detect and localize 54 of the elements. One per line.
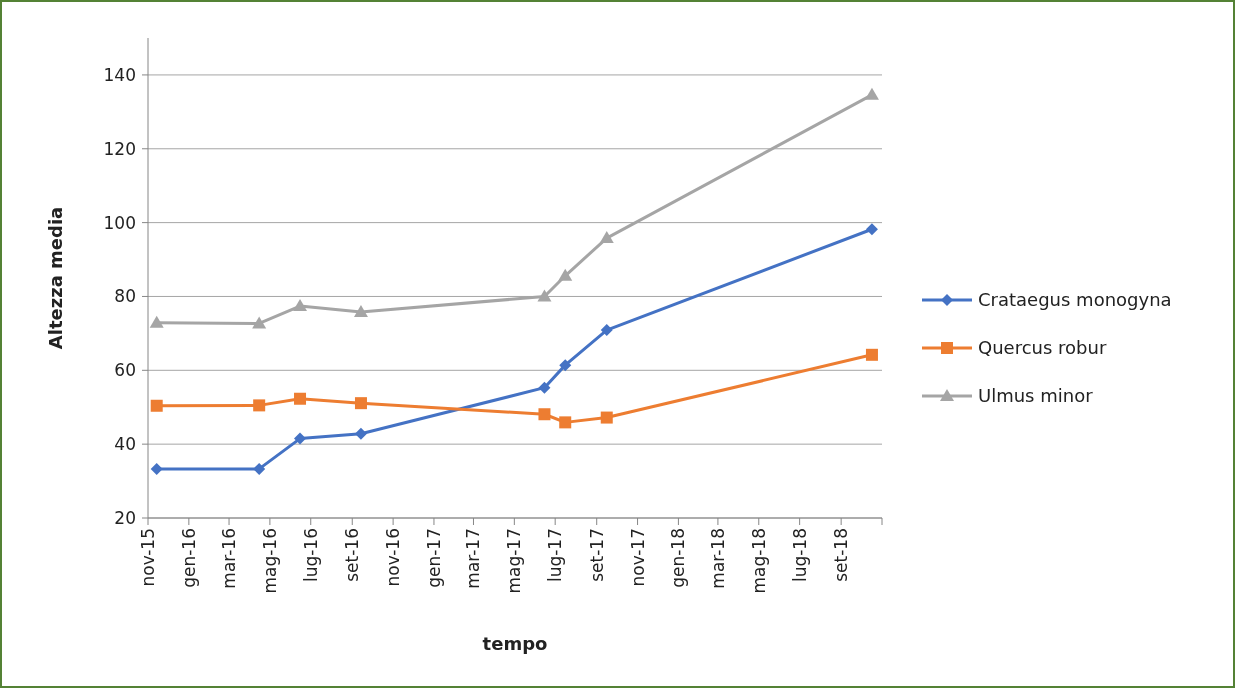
x-tick-label: gen-16 xyxy=(178,528,199,588)
x-tick-label: set-16 xyxy=(342,528,363,582)
point xyxy=(865,223,878,236)
point xyxy=(252,316,267,329)
y-tick-label: 80 xyxy=(114,286,136,307)
point xyxy=(559,359,572,372)
point xyxy=(600,411,613,424)
x-tick-label: gen-17 xyxy=(423,528,444,588)
point xyxy=(150,399,163,412)
y-tick-label: 40 xyxy=(114,434,136,455)
point xyxy=(293,299,308,312)
x-tick-label: nov-15 xyxy=(137,528,158,587)
x-tick-label: lug-18 xyxy=(789,528,810,583)
point xyxy=(253,462,266,475)
x-tick-label: set-18 xyxy=(831,528,852,582)
x-tick-label: mar-18 xyxy=(707,528,728,589)
point xyxy=(599,231,614,244)
x-tick-label: gen-18 xyxy=(668,528,689,588)
y-tick-label: 20 xyxy=(114,507,136,528)
y-tick-label: 140 xyxy=(103,64,136,85)
x-tick-label: set-17 xyxy=(586,528,607,582)
x-tick-label: mag-17 xyxy=(504,528,525,594)
point xyxy=(538,408,551,421)
point xyxy=(294,432,307,445)
y-tick-label: 120 xyxy=(103,138,136,159)
x-tick-label: mag-16 xyxy=(259,528,280,594)
point xyxy=(150,462,163,475)
x-axis-title: tempo xyxy=(482,633,548,654)
x-tick-label: mar-17 xyxy=(463,528,484,589)
legend-label: Ulmus minor xyxy=(978,385,1094,407)
x-tick-label: lug-16 xyxy=(300,528,321,583)
point xyxy=(865,348,878,361)
point xyxy=(294,392,307,405)
point xyxy=(537,289,552,302)
x-tick-label: lug-17 xyxy=(545,528,566,583)
x-tick-label: nov-16 xyxy=(383,528,404,587)
x-tick-label: nov-17 xyxy=(627,528,648,587)
point xyxy=(353,304,368,317)
legend-label: Crataegus monogyna xyxy=(978,289,1172,311)
legend-label: Quercus robur xyxy=(978,337,1107,359)
point xyxy=(864,87,879,100)
y-tick-label: 60 xyxy=(114,360,136,381)
x-tick-label: mar-16 xyxy=(218,528,239,589)
point xyxy=(600,324,613,337)
y-axis-title: Altezza media xyxy=(45,206,66,350)
point xyxy=(559,416,572,429)
point xyxy=(253,399,266,412)
y-tick-label: 100 xyxy=(103,212,136,233)
point xyxy=(354,397,367,410)
x-tick-label: mag-18 xyxy=(748,528,769,594)
point xyxy=(558,268,573,281)
point xyxy=(538,381,551,394)
point xyxy=(149,315,164,328)
point xyxy=(354,427,367,440)
